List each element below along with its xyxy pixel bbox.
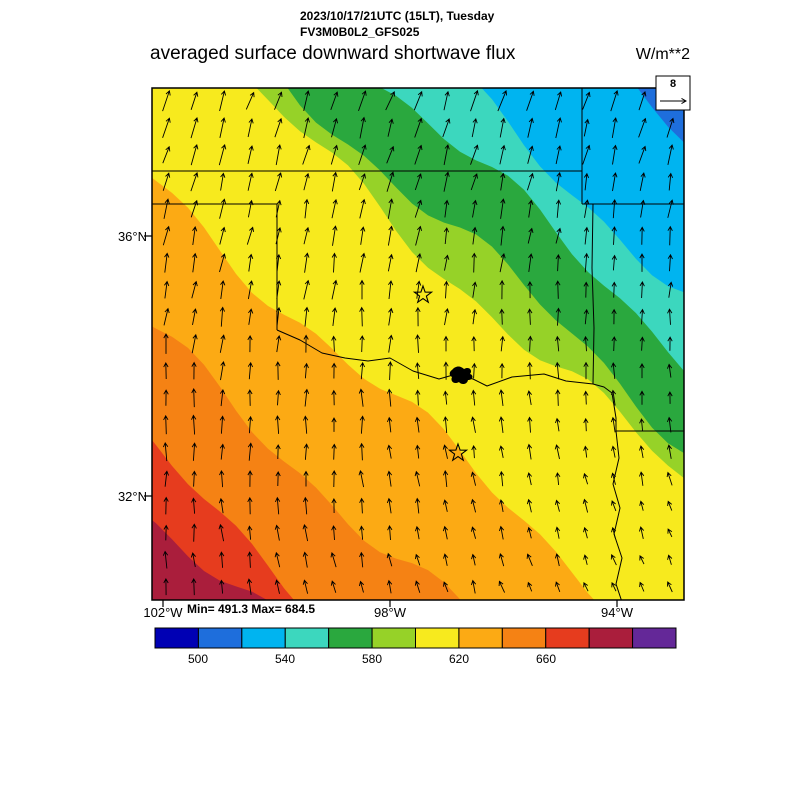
reference-vector-value: 8: [669, 78, 677, 90]
datetime-title: 2023/10/17/21UTC (15LT), Tuesday: [300, 9, 495, 23]
lon-label-98w: 98°W: [374, 605, 406, 620]
lat-label-36n: 36°N: [117, 229, 147, 244]
colorbar-tick-540: 540: [274, 652, 296, 666]
page-title: averaged surface downward shortwave flux: [150, 43, 516, 64]
model-title: FV3M0B0L2_GFS025: [300, 25, 420, 39]
colorbar-tick-660: 660: [535, 652, 557, 666]
lon-label-102w: 102°W: [143, 605, 183, 620]
minmax-label: Min= 491.3 Max= 684.5: [187, 602, 316, 616]
colorbar-tick-620: 620: [448, 652, 470, 666]
units-label: W/m**2: [635, 46, 690, 63]
colorbar-tick-500: 500: [187, 652, 209, 666]
colorbar-tick-580: 580: [361, 652, 383, 666]
lat-label-32n: 32°N: [117, 489, 147, 504]
lon-label-94w: 94°W: [601, 605, 633, 620]
